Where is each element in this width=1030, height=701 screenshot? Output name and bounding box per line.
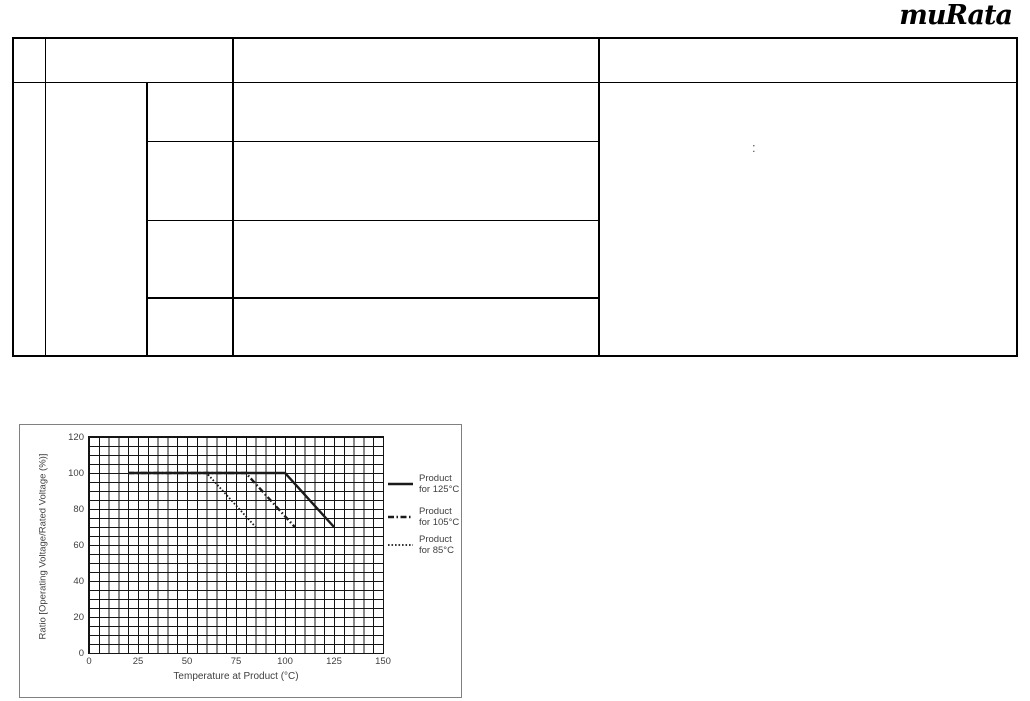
x-axis-label: Temperature at Product (°C) <box>173 671 299 682</box>
table-vline-col3 <box>232 37 234 355</box>
series-line-dash-dot <box>128 471 296 528</box>
x-tick-label: 150 <box>375 656 391 667</box>
y-tick-label: 120 <box>68 431 84 443</box>
chart-series-svg <box>128 471 335 528</box>
murata-logo: muRata <box>899 0 1013 31</box>
table-hline-row1 <box>147 141 599 142</box>
x-tick-label: 25 <box>132 656 144 667</box>
table-vline-col4 <box>598 37 600 355</box>
x-tick-label: 0 <box>86 656 92 667</box>
y-tick-label: 80 <box>73 503 84 515</box>
table-vline-col1 <box>45 37 46 355</box>
table-outer-border <box>12 37 1018 357</box>
legend-label: Product for 105°C <box>419 505 460 529</box>
legend-item: Product for 105°C <box>387 504 459 530</box>
y-axis-label-wrap: Ratio [Operating Voltage/Rated Voltage (… <box>28 409 58 683</box>
legend-label: Product for 125°C <box>419 472 460 496</box>
x-tick-label: 100 <box>277 656 293 667</box>
y-tick-label: 100 <box>68 467 84 479</box>
chart-legend: Product for 125°C Product for 105°C Product f… <box>387 425 462 699</box>
series-line-dotted <box>128 472 257 528</box>
x-tick-label: 50 <box>181 656 193 667</box>
table-vline-col2 <box>146 83 148 355</box>
legend-label: Product for 85°C <box>419 533 454 557</box>
y-tick-label: 20 <box>73 611 84 623</box>
x-tick-label: 125 <box>326 656 342 667</box>
x-tick-label: 75 <box>230 656 242 667</box>
legend-item: Product for 125°C <box>387 471 459 497</box>
y-tick-label: 60 <box>73 539 84 551</box>
y-tick-label: 0 <box>78 647 84 659</box>
y-tick-label: 40 <box>73 575 84 587</box>
series-line-solid <box>128 471 335 528</box>
legend-item: Product for 85°C <box>387 532 454 558</box>
y-axis-label: Ratio [Operating Voltage/Rated Voltage (… <box>37 453 49 639</box>
legend-line-sample <box>388 515 413 519</box>
table-cell-mark: : <box>752 140 756 155</box>
legend-line-sample <box>388 482 413 486</box>
derating-chart: Ratio [Operating Voltage/Rated Voltage (… <box>19 424 462 698</box>
legend-line-sample <box>388 544 413 546</box>
table-hline-row3 <box>147 297 599 299</box>
table-hline-row2 <box>147 220 599 221</box>
table-hline-header <box>12 82 1018 83</box>
